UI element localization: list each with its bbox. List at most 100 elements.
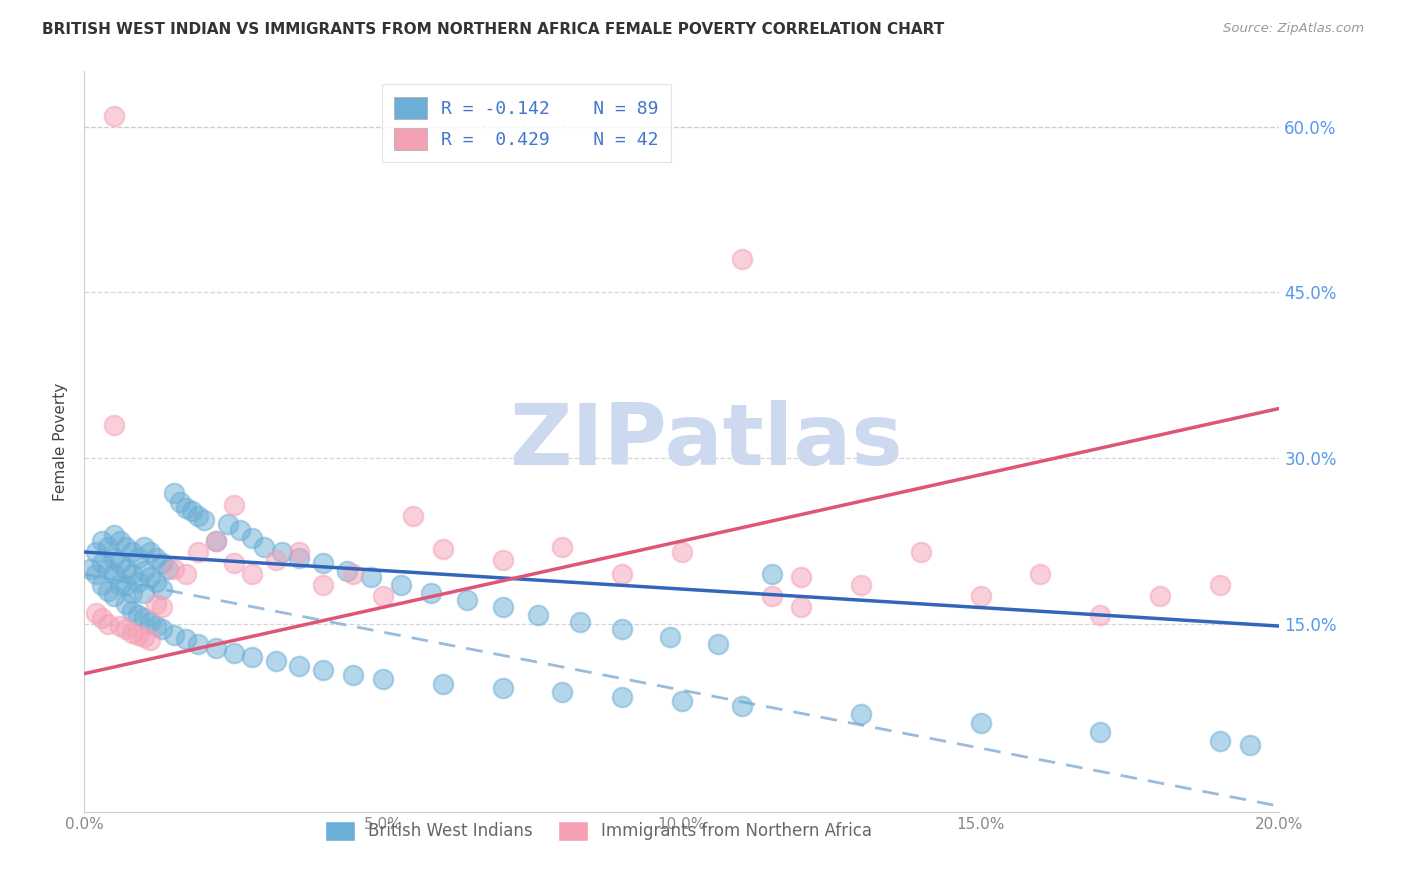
Text: Source: ZipAtlas.com: Source: ZipAtlas.com: [1223, 22, 1364, 36]
Point: [240, 531, 263, 545]
Point: [851, 578, 873, 592]
Point: [288, 550, 311, 565]
Point: [910, 545, 932, 559]
Point: [174, 632, 197, 647]
Point: [115, 578, 138, 592]
Point: [312, 578, 335, 592]
Point: [492, 681, 515, 695]
Point: [731, 252, 754, 267]
Point: [389, 578, 412, 592]
Point: [121, 604, 143, 618]
Point: [132, 611, 156, 625]
Point: [145, 597, 167, 611]
Point: [360, 570, 382, 584]
Point: [103, 528, 125, 542]
Point: [205, 641, 228, 656]
Point: [163, 561, 186, 575]
Point: [91, 556, 114, 570]
Point: [115, 561, 138, 575]
Point: [205, 533, 228, 548]
Y-axis label: Female Poverty: Female Poverty: [53, 383, 69, 500]
Point: [228, 523, 252, 537]
Point: [97, 583, 120, 598]
Point: [163, 486, 186, 500]
Point: [187, 545, 209, 559]
Point: [1149, 589, 1171, 603]
Point: [432, 541, 454, 556]
Point: [761, 589, 783, 603]
Point: [181, 504, 204, 518]
Point: [527, 607, 550, 622]
Point: [342, 667, 364, 681]
Point: [659, 630, 682, 644]
Point: [240, 567, 263, 582]
Point: [492, 600, 515, 615]
Point: [132, 540, 156, 554]
Point: [222, 498, 245, 512]
Point: [970, 589, 993, 603]
Point: [145, 619, 167, 633]
Point: [145, 574, 167, 589]
Point: [456, 592, 478, 607]
Point: [569, 615, 592, 629]
Point: [1209, 578, 1232, 592]
Point: [91, 611, 114, 625]
Point: [97, 540, 120, 554]
Point: [139, 633, 162, 648]
Point: [336, 564, 359, 578]
Point: [671, 694, 693, 708]
Text: ZIPatlas: ZIPatlas: [509, 400, 903, 483]
Point: [163, 628, 186, 642]
Point: [187, 508, 209, 523]
Point: [103, 109, 125, 123]
Point: [1090, 607, 1112, 622]
Point: [91, 578, 114, 592]
Point: [790, 600, 813, 615]
Point: [132, 586, 156, 600]
Point: [373, 672, 395, 686]
Text: BRITISH WEST INDIAN VS IMMIGRANTS FROM NORTHERN AFRICA FEMALE POVERTY CORRELATIO: BRITISH WEST INDIAN VS IMMIGRANTS FROM N…: [42, 22, 945, 37]
Point: [205, 533, 228, 548]
Point: [342, 567, 364, 582]
Point: [150, 556, 173, 570]
Point: [264, 655, 287, 669]
Point: [288, 658, 311, 673]
Point: [110, 619, 132, 633]
Point: [851, 707, 873, 722]
Point: [222, 556, 245, 570]
Point: [97, 561, 120, 575]
Point: [612, 690, 634, 704]
Point: [127, 628, 149, 642]
Point: [110, 533, 132, 548]
Point: [110, 556, 132, 570]
Point: [86, 606, 108, 620]
Point: [115, 623, 138, 637]
Point: [312, 663, 335, 677]
Point: [761, 567, 783, 582]
Point: [103, 417, 125, 432]
Point: [264, 553, 287, 567]
Point: [970, 716, 993, 731]
Point: [145, 550, 167, 565]
Point: [288, 545, 311, 559]
Point: [432, 676, 454, 690]
Point: [121, 625, 143, 640]
Point: [157, 561, 180, 575]
Point: [169, 495, 191, 509]
Point: [86, 545, 108, 559]
Point: [115, 597, 138, 611]
Point: [103, 550, 125, 565]
Point: [270, 545, 292, 559]
Point: [103, 567, 125, 582]
Point: [1029, 567, 1052, 582]
Point: [373, 589, 395, 603]
Point: [1209, 734, 1232, 748]
Point: [121, 545, 143, 559]
Point: [222, 646, 245, 660]
Legend: British West Indians, Immigrants from Northern Africa: British West Indians, Immigrants from No…: [318, 814, 879, 847]
Point: [551, 540, 574, 554]
Point: [312, 556, 335, 570]
Point: [150, 582, 173, 596]
Point: [707, 637, 730, 651]
Point: [253, 540, 276, 554]
